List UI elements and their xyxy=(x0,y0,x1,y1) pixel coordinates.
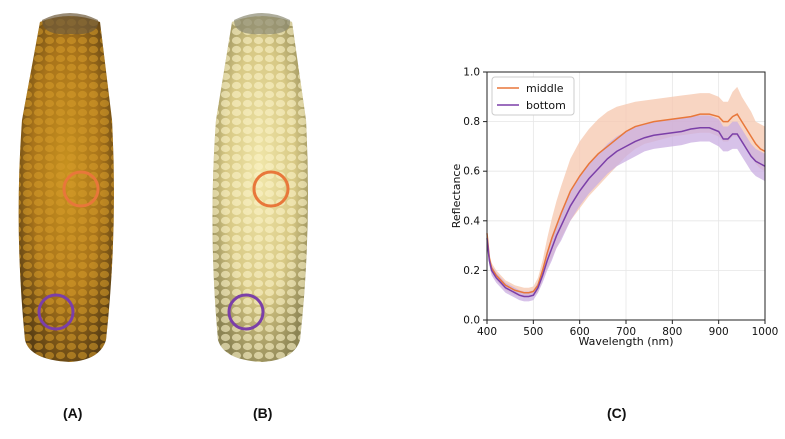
bottom-region-circle-b xyxy=(227,293,265,331)
ticks: 400 500 600 700 800 900 1000 0.0 0.2 0.4 0.6 0.8 1.0 xyxy=(463,67,778,339)
corn-a xyxy=(18,13,115,362)
y-tick-label: 1.0 xyxy=(463,67,480,79)
middle-region-circle-b xyxy=(252,170,290,208)
line-middle xyxy=(486,113,766,294)
series-lines xyxy=(486,113,766,298)
corn-b xyxy=(212,13,308,362)
y-axis-label: Reflectance xyxy=(450,164,463,229)
y-tick-label: 0.6 xyxy=(463,166,480,178)
line-bottom xyxy=(486,127,766,298)
legend-label-bottom: bottom xyxy=(526,99,566,112)
x-axis-label: Wavelength (nm) xyxy=(578,335,673,348)
x-tick-label: 1000 xyxy=(752,326,779,338)
y-tick-label: 0.8 xyxy=(463,116,480,128)
x-tick-label: 400 xyxy=(477,326,497,338)
bottom-region-circle-a xyxy=(37,293,75,331)
panel-label-c: (C) xyxy=(607,405,627,421)
middle-region-circle-a xyxy=(62,170,100,208)
legend: middle bottom xyxy=(491,76,575,116)
x-tick-label: 500 xyxy=(523,326,543,338)
panel-label-a: (A) xyxy=(63,405,83,421)
y-tick-label: 0.0 xyxy=(463,315,480,327)
y-tick-label: 0.4 xyxy=(463,215,480,227)
y-tick-label: 0.2 xyxy=(463,265,480,277)
x-tick-label: 800 xyxy=(662,326,682,338)
x-tick-label: 600 xyxy=(570,326,590,338)
x-tick-label: 900 xyxy=(709,326,729,338)
x-tick-label: 700 xyxy=(616,326,636,338)
panel-label-b: (B) xyxy=(253,405,273,421)
legend-label-middle: middle xyxy=(526,82,564,95)
